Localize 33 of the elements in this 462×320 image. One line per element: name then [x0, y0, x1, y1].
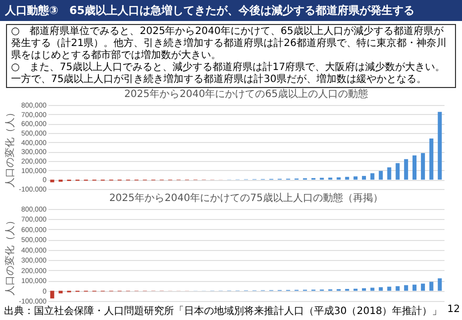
bar — [378, 170, 383, 180]
bar — [50, 290, 54, 298]
bar — [420, 153, 425, 180]
bar — [387, 286, 392, 291]
bar — [370, 288, 374, 291]
chart-title: 2025年から2040年にかけての75歳以上人口の動態（再掲） — [109, 192, 383, 204]
bar — [429, 138, 434, 180]
text: ○ 都道府県単位でみると、2025年から2040年にかけて、65歳以上人口が減少する都道府県が発生する（計21県）。他方、引き続き増加する都道府県は計26都道府県で、特に東京都・神奈川県をはじめとする都市部では増加数が大きい。 — [11, 26, 448, 62]
bar — [420, 284, 425, 291]
bar — [354, 176, 358, 180]
chart-title: 2025年から2040年にかけての65歳以上の人口の動態 — [124, 88, 368, 100]
text: 12 — [447, 304, 460, 317]
bar — [396, 163, 400, 180]
source-note: 出典：国立社会保障・人口問題研究所「日本の地域別将来推計人口（平成30（2018）年推計）」 — [4, 304, 442, 318]
bar — [362, 176, 366, 180]
bar — [438, 278, 442, 291]
bar — [396, 286, 400, 291]
text: ○ また、75歳以上人口でみると、減少する都道府県は計17府県で、大阪府は減少数が大きい。一方で、75歳以上人口が引き続き増加する都道府県は計30県だが、増加数は緩やかとなる。 — [11, 62, 446, 86]
bar — [429, 282, 434, 291]
bar — [412, 284, 417, 291]
y-axis-title: 人口の変化（人） — [4, 108, 16, 188]
bar — [378, 287, 383, 291]
bar — [370, 173, 374, 180]
bar — [412, 155, 417, 180]
y-axis-title: 人口の変化（人） — [4, 216, 16, 296]
bar — [50, 180, 54, 182]
bar — [404, 159, 408, 180]
bar — [362, 288, 366, 291]
bar — [58, 290, 63, 294]
bar — [387, 167, 392, 180]
bar — [438, 112, 442, 180]
bar — [404, 285, 408, 291]
text: 人口動態③ 65歳以上人口は急増してきたが、今後は減少する都道府県が発生する — [0, 0, 462, 21]
